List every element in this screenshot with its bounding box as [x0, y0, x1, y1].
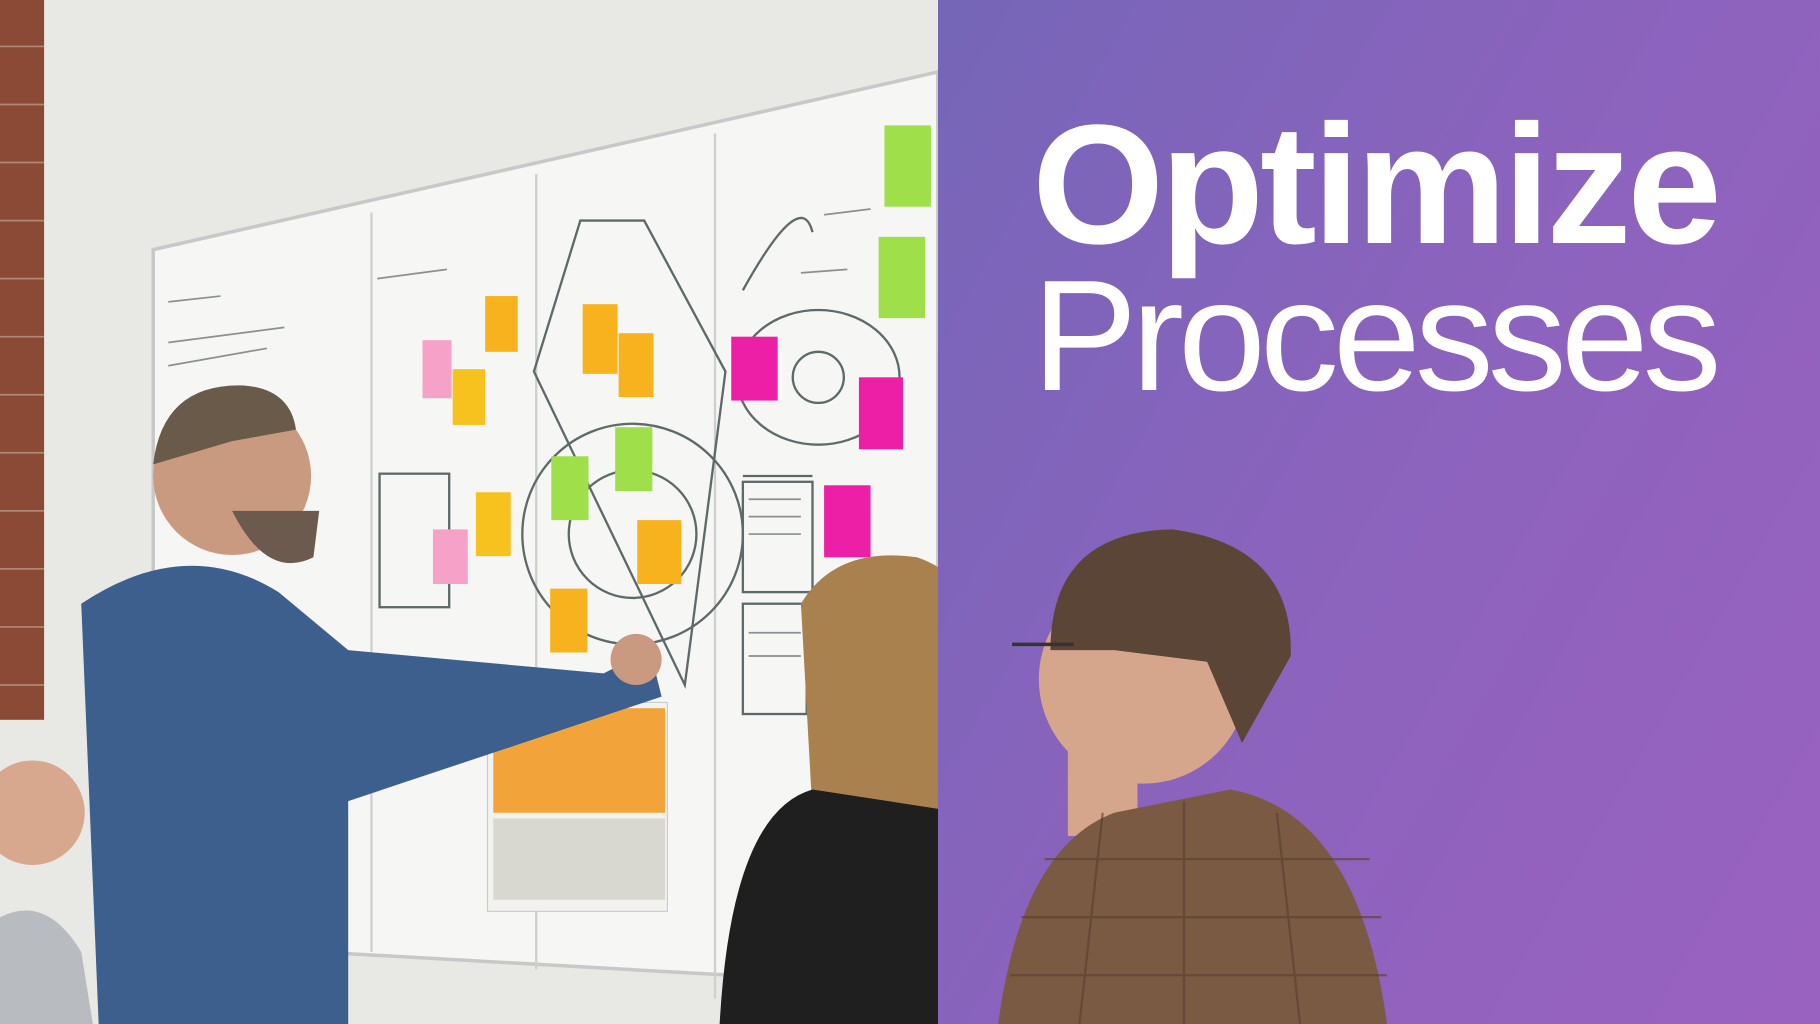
sticky-note [550, 588, 588, 653]
sticky-note [452, 369, 486, 425]
sticky-note [432, 529, 468, 584]
sticky-note [485, 296, 518, 352]
sticky-note [858, 377, 904, 450]
sticky-note [422, 340, 452, 399]
sticky-note [615, 427, 653, 492]
man-presenting [81, 385, 662, 1024]
sticky-note [731, 336, 778, 401]
headline-line2: Processes [1032, 248, 1722, 424]
sticky-note [637, 520, 682, 584]
woman-left [0, 760, 93, 1024]
brick-wall [0, 0, 45, 720]
sticky-note [551, 456, 589, 521]
sticky-note [475, 492, 511, 557]
handwritten-notes [168, 208, 871, 657]
whiteboard-diagram [378, 216, 901, 716]
sticky-notes [422, 125, 931, 653]
sticky-note [618, 333, 654, 398]
headline-line1: Optimize [1032, 90, 1722, 280]
sticky-note [884, 125, 931, 207]
sticky-note [582, 304, 618, 374]
sticky-note [878, 236, 926, 319]
sticky-note [824, 485, 871, 558]
